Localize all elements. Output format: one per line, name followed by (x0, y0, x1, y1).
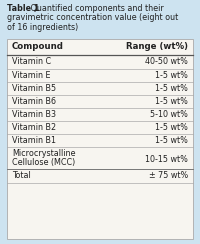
Text: 1-5 wt%: 1-5 wt% (155, 71, 188, 80)
Text: 1-5 wt%: 1-5 wt% (155, 136, 188, 145)
Text: Total: Total (12, 171, 31, 180)
Text: 10-15 wt%: 10-15 wt% (145, 154, 188, 163)
Text: Vitamin B2: Vitamin B2 (12, 123, 56, 132)
Text: ± 75 wt%: ± 75 wt% (149, 171, 188, 180)
Text: Quantified components and their: Quantified components and their (28, 4, 164, 13)
Text: gravimetric concentration value (eight out: gravimetric concentration value (eight o… (7, 13, 178, 22)
FancyBboxPatch shape (7, 39, 193, 239)
Text: of 16 ingredients): of 16 ingredients) (7, 23, 78, 32)
Text: Vitamin B1: Vitamin B1 (12, 136, 56, 145)
Text: Cellulose (MCC): Cellulose (MCC) (12, 159, 75, 167)
Text: Range (wt%): Range (wt%) (126, 42, 188, 51)
Text: Table 1: Table 1 (7, 4, 39, 13)
Text: Vitamin B6: Vitamin B6 (12, 97, 56, 106)
Text: 40-50 wt%: 40-50 wt% (145, 57, 188, 66)
Text: 1-5 wt%: 1-5 wt% (155, 97, 188, 106)
Text: Microcrystalline: Microcrystalline (12, 149, 76, 158)
Text: 5-10 wt%: 5-10 wt% (150, 110, 188, 119)
Text: Vitamin E: Vitamin E (12, 71, 50, 80)
Text: Vitamin B3: Vitamin B3 (12, 110, 56, 119)
Text: Compound: Compound (12, 42, 64, 51)
Text: Vitamin C: Vitamin C (12, 57, 51, 66)
Text: Vitamin B5: Vitamin B5 (12, 84, 56, 93)
Text: 1-5 wt%: 1-5 wt% (155, 84, 188, 93)
Text: 1-5 wt%: 1-5 wt% (155, 123, 188, 132)
